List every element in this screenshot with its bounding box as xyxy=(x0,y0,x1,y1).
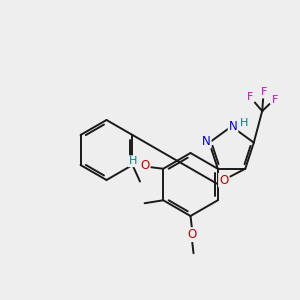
Text: O: O xyxy=(219,174,228,187)
Text: H: H xyxy=(128,156,137,166)
Text: H: H xyxy=(240,118,248,128)
Text: F: F xyxy=(260,88,267,98)
Text: N: N xyxy=(202,135,211,148)
Text: O: O xyxy=(188,228,196,241)
Text: N: N xyxy=(229,120,237,133)
Text: F: F xyxy=(246,92,253,102)
Text: F: F xyxy=(272,95,278,105)
Text: O: O xyxy=(140,159,149,172)
